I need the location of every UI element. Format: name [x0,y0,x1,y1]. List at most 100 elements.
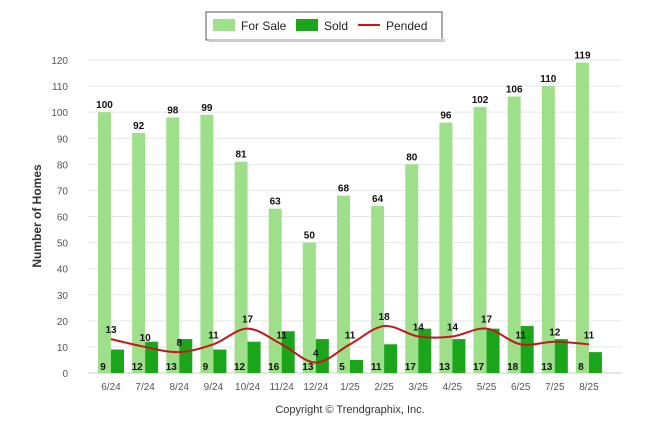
data-label-for-sale: 102 [472,95,489,106]
data-label-pended: 12 [549,328,561,339]
bar-sold [179,339,193,373]
y-tick-label: 40 [57,265,69,276]
data-label-sold: 17 [473,362,485,373]
bar-for-sale [405,164,419,373]
bar-sold [384,344,398,373]
data-label-for-sale: 119 [574,51,591,62]
data-label-pended: 14 [447,322,459,333]
x-axis-ticks: 6/24 7/24 8/24 9/24 10/24 11/24 12/24 1/25 2/25 3… [101,382,599,393]
data-label-pended: 17 [242,315,254,326]
bar-sold [554,339,568,373]
data-label-sold: 9 [203,362,209,373]
data-label-pended: 13 [105,325,117,336]
y-tick-label: 70 [57,186,69,197]
legend-label-pended: Pended [386,19,427,33]
data-label-sold: 18 [507,362,519,373]
data-label-pended: 4 [313,349,319,360]
data-label-pended: 10 [140,333,152,344]
x-tick-label: 6/25 [511,382,531,393]
data-labels: 1009921298139998112631650136856411801796… [96,51,595,373]
legend: For Sale Sold Pended [205,11,445,42]
bar-for-sale [200,114,214,374]
data-label-sold: 17 [405,362,417,373]
data-label-pended: 17 [481,315,493,326]
y-tick-label: 0 [62,369,68,380]
data-label-sold: 12 [132,362,144,373]
data-label-sold: 9 [100,362,106,373]
x-tick-label: 5/25 [477,382,497,393]
x-tick-label: 1/25 [340,382,360,393]
bar-for-sale [302,242,316,373]
bar-sold [247,341,261,373]
data-label-for-sale: 50 [304,231,316,242]
data-label-for-sale: 98 [167,105,179,116]
data-label-for-sale: 68 [338,184,350,195]
bar-for-sale [268,208,282,373]
bar-sold [281,331,295,373]
x-tick-label: 7/25 [545,382,565,393]
x-tick-label: 12/24 [303,382,328,393]
x-tick-label: 10/24 [235,382,260,393]
bar-for-sale [132,133,146,373]
y-tick-label: 20 [57,317,69,328]
data-label-pended: 11 [276,330,287,341]
bar-for-sale [575,62,589,373]
data-label-sold: 12 [234,362,246,373]
x-tick-label: 2/25 [374,382,394,393]
y-tick-label: 90 [57,134,69,145]
bar-for-sale [336,195,350,373]
legend-swatch-for-sale [213,19,235,31]
x-tick-label: 4/25 [443,382,463,393]
bars [98,62,602,374]
bar-for-sale [507,96,521,374]
bar-sold [349,359,363,373]
data-label-for-sale: 80 [406,152,418,163]
data-label-sold: 13 [166,362,178,373]
bar-for-sale [473,106,487,373]
data-label-for-sale: 63 [270,197,282,208]
y-tick-label: 30 [57,291,69,302]
bar-for-sale [98,112,111,374]
bar-for-sale [371,206,385,373]
data-label-pended: 11 [515,330,526,341]
data-label-for-sale: 106 [506,85,523,96]
data-label-for-sale: 81 [235,150,247,161]
bar-sold [452,339,466,373]
bar-sold [315,339,329,373]
bar-for-sale [541,86,555,373]
data-label-for-sale: 110 [540,74,557,85]
data-label-for-sale: 64 [372,194,384,205]
y-axis-title: Number of Homes [30,164,44,268]
bar-for-sale [234,161,248,373]
x-tick-label: 8/24 [170,382,190,393]
data-label-sold: 13 [541,362,553,373]
bar-sold [111,349,124,373]
data-label-sold: 5 [339,362,345,373]
bar-sold [486,328,500,373]
y-tick-label: 50 [57,239,69,250]
bar-sold [213,349,227,373]
legend-shadow [209,39,445,42]
x-tick-label: 3/25 [409,382,429,393]
data-label-sold: 11 [371,362,382,373]
data-label-pended: 18 [379,312,391,323]
data-label-for-sale: 99 [201,103,213,114]
data-label-pended: 11 [345,330,356,341]
bar-sold [588,352,602,373]
copyright-text: Copyright © Trendgraphix, Inc. [275,404,424,416]
bar-sold [418,328,432,373]
data-label-sold: 8 [578,362,584,373]
pended-line-group [110,325,590,364]
x-tick-label: 8/25 [579,382,599,393]
bar-for-sale [439,122,453,373]
x-tick-label: 6/24 [101,382,121,393]
y-tick-label: 10 [57,343,69,354]
data-label-sold: 13 [439,362,451,373]
legend-label-sold: Sold [324,19,348,33]
data-label-pended: 8 [176,338,182,349]
legend-label-for-sale: For Sale [241,19,287,33]
y-tick-label: 60 [57,213,69,224]
legend-box [205,11,443,41]
